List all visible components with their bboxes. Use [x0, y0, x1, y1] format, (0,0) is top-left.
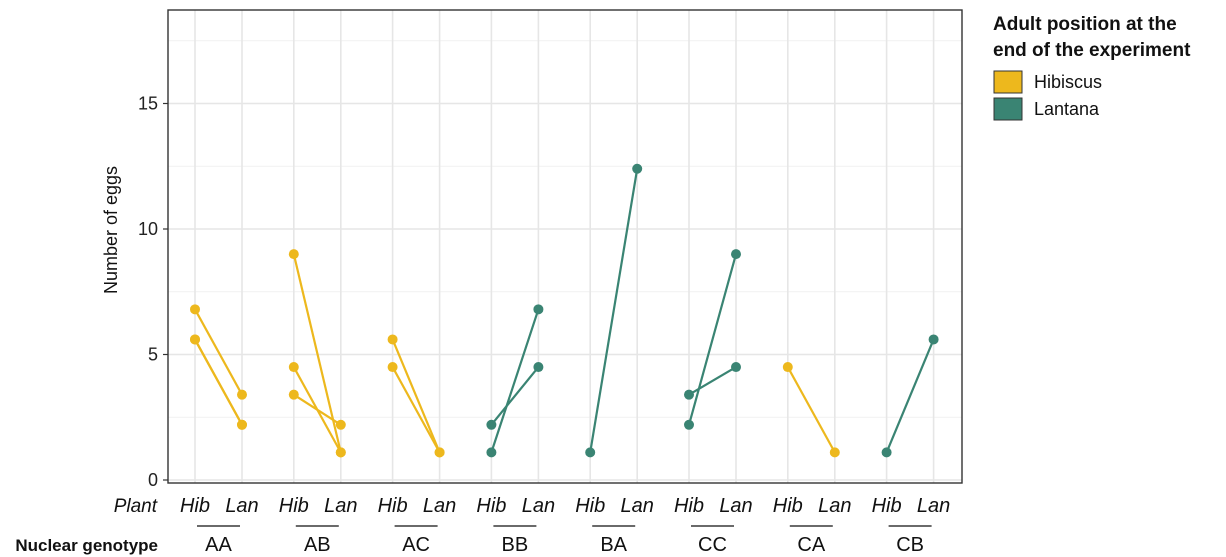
legend-swatch-hibiscus: [993, 70, 1023, 94]
y-tick-label: 5: [148, 345, 158, 365]
plant-label-hib: Hib: [279, 495, 309, 517]
legend-label-hibiscus: Hibiscus: [1034, 72, 1102, 92]
y-axis-label: Number of eggs: [101, 166, 121, 294]
pair-line: [688, 366, 737, 396]
data-point-lan: [237, 419, 247, 430]
data-point-lan: [434, 447, 445, 458]
legend-label-lantana: Lantana: [1034, 99, 1100, 119]
pair-line: [391, 366, 441, 453]
data-point-hib: [387, 362, 398, 373]
y-tick-label: 0: [148, 470, 158, 490]
data-points: [190, 163, 939, 458]
data-point-hib: [585, 447, 596, 458]
data-point-hib: [881, 447, 892, 458]
pair-line: [687, 253, 738, 426]
plant-label-hib: Hib: [575, 495, 605, 517]
genotype-label: CA: [797, 534, 825, 556]
y-axis: 0 5 10 15: [138, 94, 168, 490]
plant-label-hib: Hib: [773, 495, 803, 517]
pair-line: [194, 308, 243, 396]
data-point-hib: [190, 334, 200, 345]
pair-line: [490, 308, 540, 453]
data-point-lan: [731, 249, 741, 260]
data-point-hib: [486, 447, 497, 458]
plant-label-lan: Lan: [522, 495, 555, 517]
legend: Adult position at the end of the experim…: [993, 14, 1191, 121]
pair-line: [391, 339, 441, 453]
plant-label-hib: Hib: [476, 495, 506, 517]
data-point-hib: [288, 362, 299, 373]
data-point-hib: [684, 419, 694, 430]
pair-line: [490, 366, 540, 426]
plant-label-hib: Hib: [872, 495, 902, 517]
genotype-label: AA: [205, 534, 232, 556]
pair-line: [293, 393, 342, 426]
pair-line: [194, 338, 243, 426]
genotype-label: BB: [502, 534, 529, 556]
data-point-lan: [237, 389, 247, 400]
data-point-lan: [731, 362, 741, 373]
data-point-hib: [387, 334, 398, 345]
data-point-hib: [684, 389, 694, 400]
genotype-label: AC: [402, 534, 430, 556]
data-point-lan: [335, 419, 346, 430]
data-point-hib: [190, 304, 200, 315]
plant-label-lan: Lan: [818, 495, 851, 517]
plant-label-lan: Lan: [423, 495, 456, 517]
plot-background: [168, 10, 962, 483]
genotype-label: CC: [698, 534, 727, 556]
data-point-lan: [632, 163, 643, 174]
plant-label-lan: Lan: [621, 495, 654, 517]
data-point-hib: [782, 362, 793, 373]
pair-line: [589, 168, 639, 453]
data-point-hib: [288, 389, 299, 400]
grid-lines: [168, 10, 962, 483]
plant-label-hib: Hib: [674, 495, 704, 517]
plot-panel-border: [167, 9, 963, 484]
genotype-row-label: Nuclear genotype: [15, 536, 158, 555]
pair-line: [786, 366, 836, 453]
data-point-lan: [829, 447, 840, 458]
legend-title-line1: Adult position at the: [993, 14, 1177, 35]
data-point-hib: [486, 419, 497, 430]
plant-label-lan: Lan: [917, 495, 950, 517]
pair-line: [885, 339, 935, 453]
y-tick-label: 15: [138, 94, 158, 114]
data-point-lan: [533, 304, 544, 315]
legend-title-line2: end of the experiment: [993, 40, 1191, 61]
data-point-lan: [335, 447, 346, 458]
genotype-label: AB: [304, 534, 331, 556]
x-axis: Hib Lan AA Hib Lan AB Hib Lan AC Hib Lan BB Hib Lan BA…: [180, 495, 950, 556]
data-point-lan: [533, 362, 544, 373]
legend-swatch-lantana: [993, 97, 1023, 121]
plant-label-lan: Lan: [324, 495, 357, 517]
y-tick-label: 10: [138, 219, 158, 239]
data-point-hib: [288, 249, 299, 260]
plant-label-lan: Lan: [719, 495, 752, 517]
genotype-label: CB: [896, 534, 924, 556]
data-point-lan: [928, 334, 939, 345]
plant-label-lan: Lan: [225, 495, 258, 517]
plant-row-label: Plant: [114, 496, 158, 517]
genotype-label: BA: [600, 534, 627, 556]
plant-label-hib: Hib: [378, 495, 408, 517]
plant-label-hib: Hib: [180, 495, 210, 517]
series-lines: [194, 168, 935, 453]
